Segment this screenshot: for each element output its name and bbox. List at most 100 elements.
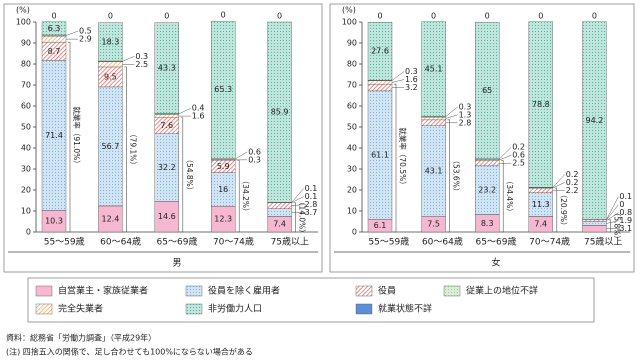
callout-line xyxy=(392,72,404,81)
value-label: 0.3 xyxy=(248,155,261,164)
y-tick-label: 90 xyxy=(347,39,357,48)
y-tick-label: 30 xyxy=(347,165,357,174)
legend-label: 役員を除く雇用者 xyxy=(208,285,280,297)
x-tick-label: 55～59歳 xyxy=(368,236,409,248)
y-tick-label: 80 xyxy=(347,60,357,69)
y-tick-label: 20 xyxy=(21,186,31,195)
y-tick-label: 20 xyxy=(347,186,357,195)
x-tick-label: 65～69歳 xyxy=(157,236,198,248)
bar-segment xyxy=(368,84,392,91)
bracket-label: （53.6%） xyxy=(452,157,461,196)
bracket-label: （54.8%） xyxy=(185,155,194,194)
y-tick-label: 90 xyxy=(21,39,31,48)
y-tick-label: 10 xyxy=(347,207,357,216)
employment-bracket xyxy=(181,118,183,232)
value-label: 27.6 xyxy=(371,47,389,56)
y-tick-label: 40 xyxy=(21,144,31,153)
value-label: 7.4 xyxy=(273,220,286,229)
value-label: 11.3 xyxy=(532,200,550,209)
bar-segment xyxy=(268,203,292,209)
legend-swatch xyxy=(444,286,460,296)
legend-label: 完全失業者 xyxy=(58,303,103,315)
x-tick-label: 60～64歳 xyxy=(422,236,463,248)
legend-swatch xyxy=(36,286,52,296)
footnote: (注) 四捨五入の関係で、足し合わせても100%にならない場合がある xyxy=(6,347,253,357)
value-label: 2.5 xyxy=(512,159,525,168)
bar-segment xyxy=(422,117,446,120)
value-label: 43.1 xyxy=(425,166,443,175)
bar-segment xyxy=(155,114,179,117)
value-label: 1.3 xyxy=(459,110,472,119)
value-label: 0 xyxy=(221,11,226,20)
employment-bracket xyxy=(394,84,396,232)
value-label: 94.2 xyxy=(585,116,603,125)
bar-segment xyxy=(42,36,66,42)
value-label: 0.3 xyxy=(405,67,418,76)
y-tick-label: 60 xyxy=(347,102,357,111)
value-label: 0.2 xyxy=(512,143,525,152)
bar-segment xyxy=(582,222,606,226)
value-label: 0.6 xyxy=(512,151,525,160)
y-tick-label: 0 xyxy=(26,228,31,237)
value-label: 7.6 xyxy=(160,121,173,130)
value-label: 3.2 xyxy=(405,83,418,92)
employment-bracket xyxy=(294,203,296,232)
value-label: 0.1 xyxy=(619,192,632,201)
y-tick-label: 70 xyxy=(21,81,31,90)
y-tick-label: 80 xyxy=(21,60,31,69)
value-label: 5.9 xyxy=(217,162,230,171)
value-label: 0 xyxy=(277,12,282,21)
value-label: 9.5 xyxy=(104,72,117,81)
bracket-label: 就業率（70.5%） xyxy=(398,127,408,188)
x-tick-label: 75歳以上 xyxy=(271,236,309,248)
bar-segment xyxy=(422,120,446,126)
value-label: 0.5 xyxy=(79,27,92,36)
bracket-label: （20.9%） xyxy=(559,191,568,230)
callout-line xyxy=(122,56,134,61)
x-tick-label: 60～64歳 xyxy=(100,236,141,248)
employment-bracket xyxy=(501,161,503,232)
value-label: 0.6 xyxy=(248,147,261,156)
value-label: 0 xyxy=(164,12,169,21)
y-axis-label: (%) xyxy=(16,6,30,15)
callout-line xyxy=(235,152,247,159)
value-label: 65.3 xyxy=(214,85,232,94)
value-label: 7.5 xyxy=(427,220,440,229)
callout-line xyxy=(392,80,404,83)
value-label: 6.3 xyxy=(48,24,61,33)
callout-line xyxy=(553,174,565,187)
legend-label: 従業上の地位不詳 xyxy=(466,285,538,297)
value-label: 7.4 xyxy=(534,220,547,229)
value-label: 1.6 xyxy=(405,75,418,84)
value-label: 23.2 xyxy=(478,186,496,195)
bracket-label: 就業率（91.0%） xyxy=(72,106,82,167)
x-tick-label: 70～74歳 xyxy=(529,236,570,248)
y-axis-label: (%) xyxy=(342,6,356,15)
bracket-label: （79.1%） xyxy=(128,130,137,169)
x-axis-label: 男 xyxy=(172,258,181,269)
bar-segment xyxy=(475,161,499,166)
value-label: 12.4 xyxy=(101,214,119,223)
bar-segment xyxy=(582,225,606,232)
value-label: 2.8 xyxy=(459,118,472,127)
y-tick-label: 0 xyxy=(352,228,357,237)
value-label: 65 xyxy=(482,86,492,95)
employment-bracket xyxy=(448,120,450,232)
value-label: 2.9 xyxy=(79,35,92,44)
employment-bracket xyxy=(555,188,557,232)
y-tick-label: 100 xyxy=(16,18,31,27)
bracket-label: （34.2%） xyxy=(241,177,250,216)
value-label: 12.3 xyxy=(214,215,232,224)
value-label: 18.3 xyxy=(101,37,119,46)
value-label: 56.7 xyxy=(101,142,119,151)
bar-segment xyxy=(268,209,292,217)
value-label: 0 xyxy=(108,12,113,21)
value-label: 14.6 xyxy=(158,212,176,221)
value-label: 0 xyxy=(538,11,543,20)
y-tick-label: 50 xyxy=(21,123,31,132)
bar-segment xyxy=(582,220,606,222)
value-label: 0.3 xyxy=(459,102,472,111)
legend-label: 自営業主・家族従業者 xyxy=(58,285,148,297)
y-tick-label: 50 xyxy=(347,123,357,132)
